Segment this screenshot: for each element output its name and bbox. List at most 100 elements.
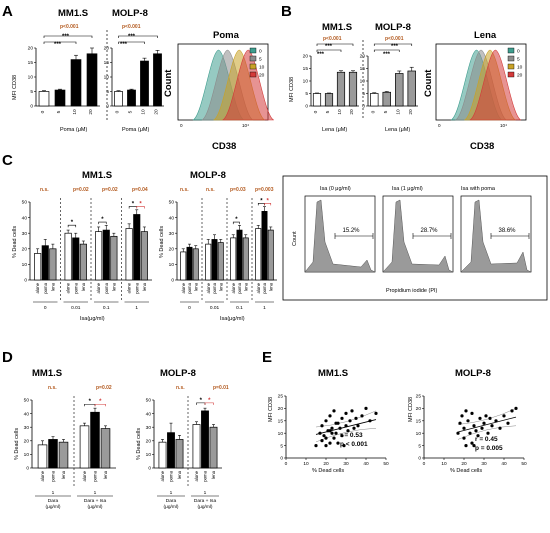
D-MM1S-bar-1-1 <box>90 411 100 469</box>
panel-letter-a: A <box>2 3 13 20</box>
B-MM1S-ytick-label-2: 10 <box>303 79 309 85</box>
D-MM1S-dose-1: 1 <box>94 490 97 496</box>
panel-letter-b: B <box>281 3 292 20</box>
panel-e-left-r: r = 0.53 <box>340 432 363 439</box>
E-MM1S-point-21 <box>346 429 350 433</box>
C-MM1S-ytick-label-1: 10 <box>22 262 28 268</box>
E-MM1S-point-13 <box>334 431 338 435</box>
B-MOLP8-ytick-label-2: 10 <box>360 79 366 85</box>
E-MOLP8-point-13 <box>478 416 482 420</box>
B-flow-Lena-legend-label-3: 20 <box>517 73 523 79</box>
C-MM1S-bar-0-1 <box>41 245 49 281</box>
panel-c-flow-title-1: Isa (0 μg/ml) <box>320 186 351 192</box>
B-MM1S-xtick-2: 10 <box>337 109 343 115</box>
E-MOLP8-point-0 <box>456 431 460 435</box>
D-MM1S-group-1-line-0: Dara + Isa <box>84 498 107 504</box>
D-MOLP8-ytick-label-2: 20 <box>146 439 152 445</box>
E-MOLP8-point-4 <box>462 426 466 430</box>
D-MM1S-dose-0: 1 <box>52 490 55 496</box>
chart-a-molp8: 0 5 10 15 20 0 5 10 20 <box>104 35 164 115</box>
C-MM1S-ytick-label-2: 20 <box>22 247 28 253</box>
panel-e-right-xlabel: % Dead cells <box>450 468 482 474</box>
A-flow-Poma-legend-swatch-2 <box>249 63 257 70</box>
panel-d-right-pvalue-1: n.s. <box>176 385 185 391</box>
panel-b-sig-3: *** <box>383 52 391 58</box>
A-flow-Poma-legend-swatch-1 <box>249 55 257 62</box>
A-MM1S-bar-0 <box>38 91 50 107</box>
E-MM1S-point-17 <box>340 434 344 438</box>
E-MM1S-point-25 <box>354 416 358 420</box>
A-MOLP8-bar-1 <box>127 89 136 107</box>
C-MOLP8-cat-0-2: lena <box>193 282 198 291</box>
D-MOLP8-ytick-label-4: 40 <box>146 411 152 417</box>
C-MM1S-cat-1-0: alone <box>66 282 71 293</box>
chart-b-mm1s: 0 5 10 15 20 0 5 10 20 <box>303 43 359 115</box>
E-MM1S-point-23 <box>350 409 354 413</box>
panel-c-flow-title-2: Isa (1 μg/ml) <box>392 186 423 192</box>
panel-c-left-pvalues: n.s. p=0.02 p=0.02 p=0.04 <box>40 187 148 193</box>
E-MM1S-ytick-label-3: 15 <box>278 419 284 425</box>
C-MM1S-bar-1-2 <box>79 243 87 281</box>
panel-c-flow-title-3: Isa with poma <box>461 186 496 192</box>
panel-a-sig-3: *** <box>120 42 128 48</box>
panel-a-right-title: MOLP-8 <box>112 8 148 19</box>
D-MM1S-group-0-line-0: Dara <box>48 498 59 504</box>
C-MOLP8-bar-3-1 <box>261 211 268 281</box>
E-MM1S-point-4 <box>322 434 326 438</box>
A-MOLP8-bracket-2 <box>118 35 158 38</box>
C-MOLP8-group-label-3: 1 <box>263 305 266 311</box>
C-MOLP8-cat-2-0: alone <box>231 282 236 293</box>
C-MOLP8-bar-1-0 <box>205 243 212 281</box>
C-MOLP8-sig-star-b-3: * <box>266 198 269 204</box>
E-MM1S-point-34 <box>342 444 346 448</box>
panel-a-right-xlabel: Poma (μM) <box>122 127 149 133</box>
B-MM1S-bar-3 <box>348 71 358 107</box>
D-MM1S-ytick-label-2: 20 <box>24 439 30 445</box>
E-MM1S-xtick-label-0: 0 <box>285 461 288 467</box>
E-MOLP8-point-7 <box>468 431 472 435</box>
panel-a-left-pvalue: p<0.001 <box>60 24 79 30</box>
A-MM1S-ytick-label-0: 0 <box>30 104 33 110</box>
C-MOLP8-bar-0-2 <box>192 248 199 281</box>
panel-c-left-pvalue-3: p=0.02 <box>102 187 118 193</box>
panel-c-left-xlabel: Isa(μg/ml) <box>80 316 105 322</box>
C-MOLP8-bar-3-2 <box>267 229 274 281</box>
E-MOLP8-xtick-label-3: 30 <box>481 461 487 467</box>
E-MOLP8-point-8 <box>470 441 474 445</box>
A-MOLP8-xtick-0: 0 <box>115 110 121 113</box>
chart-a-mm1s: 0 5 10 15 20 0 5 10 20 <box>28 35 100 115</box>
panel-letter-e: E <box>262 349 272 366</box>
panel-letter-d: D <box>2 349 13 366</box>
E-MM1S-point-28 <box>364 406 368 410</box>
A-MOLP8-ytick-label-2: 10 <box>104 75 110 81</box>
C-MM1S-sig-bracket-2 <box>98 221 107 225</box>
panel-e-left-p: p < 0.001 <box>340 441 368 448</box>
D-MM1S-group-1-line-1: (μg/ml) <box>87 504 102 510</box>
A-flow-Poma-legend-label-3: 20 <box>259 73 265 79</box>
D-MM1S-sig-bracket-b-1 <box>94 403 106 407</box>
panel-c-left-pvalue-1: n.s. <box>40 187 49 193</box>
D-MM1S-cat-0-1: poma <box>51 470 56 481</box>
D-MM1S-sig-star-b-1: * <box>99 399 102 405</box>
C-MOLP8-ytick-label-1: 10 <box>169 262 175 268</box>
D-MM1S-ytick-label-5: 50 <box>24 398 30 404</box>
A-MOLP8-bar-2 <box>140 60 149 107</box>
A-MM1S-xtick-1: 5 <box>56 110 62 113</box>
B-flow-Lena-legend-label-2: 10 <box>517 65 523 71</box>
E-MOLP8-point-10 <box>472 424 476 428</box>
chart-d-mm1s: 0 10 20 30 40 50 alone poma lena alone poma lena * * 1… <box>24 396 116 510</box>
flow-c-pct-0: 15.2% <box>342 228 360 234</box>
C-MM1S-ytick-label-0: 0 <box>24 278 27 284</box>
D-MM1S-ytick-label-0: 0 <box>26 466 29 472</box>
D-MOLP8-group-0-line-1: (μg/ml) <box>163 504 178 510</box>
panel-e-right-r: r = 0.45 <box>475 436 498 443</box>
E-MOLP8-point-1 <box>458 421 462 425</box>
D-MOLP8-cat-1-1: poma <box>203 470 208 481</box>
E-MOLP8-point-27 <box>472 444 476 448</box>
D-MOLP8-cat-1-2: lena <box>211 470 216 479</box>
E-MOLP8-xtick-label-2: 20 <box>461 461 467 467</box>
B-MOLP8-xtick-1: 5 <box>383 110 389 113</box>
E-MOLP8-fit-line <box>457 416 517 433</box>
C-MOLP8-cat-1-1: poma <box>212 282 217 293</box>
